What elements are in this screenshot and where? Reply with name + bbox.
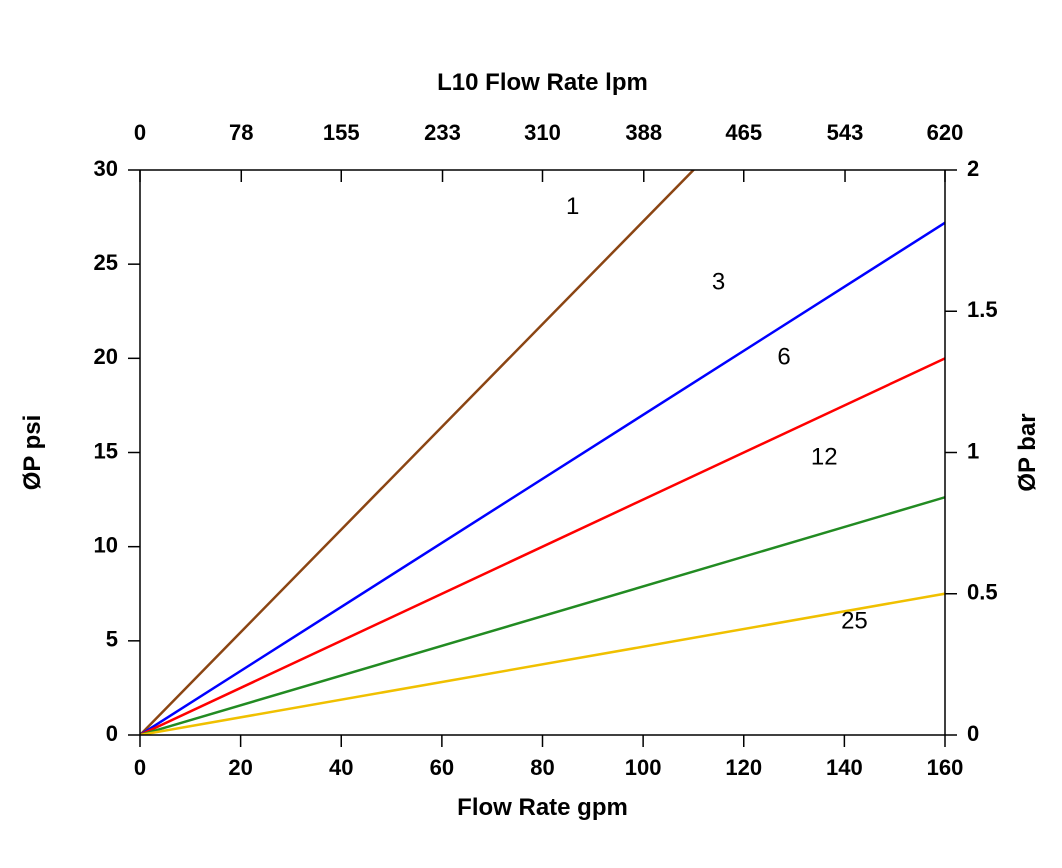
xbottom-tick-label: 140 xyxy=(826,755,863,780)
yright-tick-label: 0 xyxy=(967,721,979,746)
chart-container: L10 Flow Rate lpm07815523331038846554362… xyxy=(0,0,1062,868)
xtop-tick-label: 465 xyxy=(725,120,762,145)
yright-tick-label: 0.5 xyxy=(967,580,998,605)
series-label: 25 xyxy=(841,607,868,634)
chart-svg: L10 Flow Rate lpm07815523331038846554362… xyxy=(0,0,1062,868)
xtop-tick-label: 78 xyxy=(229,120,253,145)
xbottom-tick-label: 120 xyxy=(725,755,762,780)
xtop-tick-label: 388 xyxy=(625,120,662,145)
xbottom-tick-label: 80 xyxy=(530,755,554,780)
series-line xyxy=(140,378,1062,735)
yleft-tick-label: 20 xyxy=(94,344,118,369)
xtop-tick-label: 233 xyxy=(424,120,461,145)
series-label: 3 xyxy=(712,268,725,295)
xtop-tick-label: 310 xyxy=(524,120,561,145)
y-right-label: ØP bar xyxy=(1014,413,1041,491)
yleft-tick-label: 10 xyxy=(94,532,118,557)
xbottom-tick-label: 40 xyxy=(329,755,353,780)
series-line xyxy=(140,523,1062,735)
yleft-tick-label: 15 xyxy=(94,438,118,463)
yleft-tick-label: 0 xyxy=(106,721,118,746)
yleft-tick-label: 5 xyxy=(106,627,118,652)
yleft-tick-label: 30 xyxy=(94,156,118,181)
xtop-tick-label: 0 xyxy=(134,120,146,145)
x-bottom-label: Flow Rate gpm xyxy=(457,794,628,821)
xtop-tick-label: 620 xyxy=(927,120,964,145)
yright-tick-label: 1.5 xyxy=(967,297,998,322)
y-left-label: ØP psi xyxy=(19,415,46,491)
series-label: 12 xyxy=(811,443,838,470)
xbottom-tick-label: 20 xyxy=(228,755,252,780)
series-group xyxy=(140,0,1062,735)
series-label: 6 xyxy=(777,344,790,371)
series-label: 1 xyxy=(566,193,579,220)
xbottom-tick-label: 160 xyxy=(927,755,964,780)
xtop-tick-label: 543 xyxy=(827,120,864,145)
xbottom-tick-label: 100 xyxy=(625,755,662,780)
yleft-tick-label: 25 xyxy=(94,250,118,275)
xbottom-tick-label: 0 xyxy=(134,755,146,780)
yright-tick-label: 1 xyxy=(967,438,979,463)
chart-title-top: L10 Flow Rate lpm xyxy=(437,69,648,96)
yright-tick-label: 2 xyxy=(967,156,979,181)
series-line xyxy=(140,170,1062,735)
xbottom-tick-label: 60 xyxy=(430,755,454,780)
xtop-tick-label: 155 xyxy=(323,120,360,145)
